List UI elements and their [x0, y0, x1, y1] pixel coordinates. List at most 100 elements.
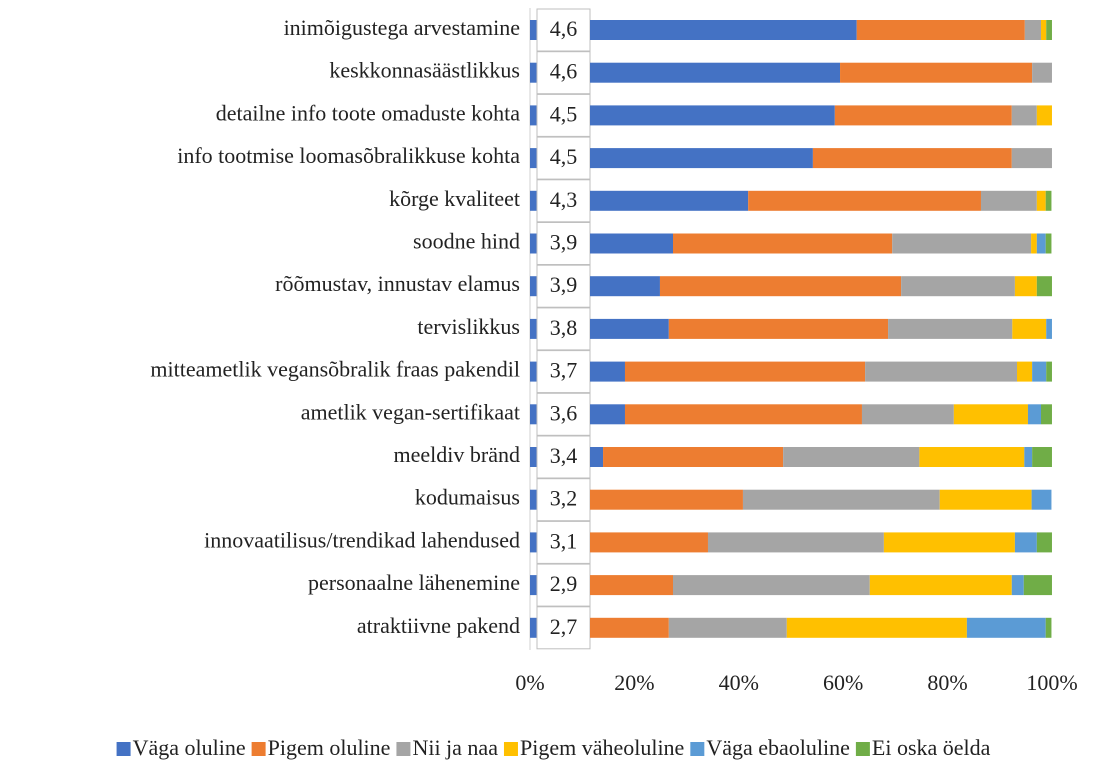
category-label: kodumaisus: [415, 485, 520, 510]
lead-bar: [530, 276, 537, 297]
category-label: tervislikkus: [417, 314, 520, 339]
bar-segment: [834, 105, 1012, 126]
average-label: 4,3: [550, 187, 578, 212]
bar-segment: [1036, 233, 1046, 254]
x-tick-label: 60%: [823, 670, 863, 695]
x-tick-label: 20%: [614, 670, 654, 695]
category-label: rõõmustav, innustav elamus: [275, 271, 520, 296]
bar-segment: [1036, 105, 1052, 126]
average-box: [536, 51, 591, 95]
average-box: [536, 606, 591, 650]
average-box: [536, 520, 591, 564]
bar-segment: [1011, 148, 1052, 169]
average-box: [536, 563, 591, 607]
average-label: 3,7: [550, 358, 578, 383]
x-tick-label: 0%: [515, 670, 544, 695]
bar-segment: [1032, 62, 1052, 83]
average-label: 4,5: [550, 101, 578, 126]
bar-segment: [966, 617, 1046, 638]
bar-segment: [672, 575, 870, 596]
category-label: mitteametlik vegansõbralik fraas pakendi…: [150, 357, 520, 382]
bar-segment: [590, 62, 841, 83]
bar-segment: [939, 489, 1032, 510]
average-label: 2,7: [550, 614, 578, 639]
bar-segment: [883, 532, 1015, 553]
lead-bar: [530, 532, 537, 553]
category-label: inimõigustega arvestamine: [284, 15, 520, 40]
average-box: [536, 222, 591, 265]
bar-segment: [742, 489, 940, 510]
bar-segment: [786, 617, 967, 638]
lead-bar: [530, 489, 537, 510]
bar-segment: [840, 62, 1033, 83]
bar-segment: [1023, 575, 1052, 596]
bar-segment: [1027, 404, 1042, 425]
average-box: [536, 350, 591, 394]
category-label: innovaatilisus/trendikad lahendused: [204, 527, 520, 552]
bar-segment: [856, 20, 1025, 40]
category-label: detailne info toote omaduste kohta: [216, 100, 520, 125]
legend-label: Väga ebaoluline: [706, 735, 850, 760]
bar-segment: [590, 233, 673, 254]
bar-segment: [919, 447, 1025, 467]
legend-marker: [116, 742, 131, 756]
bar-segment: [624, 404, 862, 425]
legend-label: Pigem väheoluline: [520, 735, 684, 760]
bar-segment: [869, 575, 1012, 596]
lead-bar: [530, 62, 537, 83]
bar-segment: [707, 532, 884, 553]
category-label: personaalne lähenemine: [308, 570, 520, 595]
legend-label: Pigem oluline: [268, 735, 391, 760]
bar-segment: [1012, 318, 1047, 339]
category-label: ametlik vegan-sertifikaat: [301, 399, 520, 424]
bar-segment: [1036, 190, 1046, 211]
average-label: 3,9: [550, 272, 578, 297]
bar-segment: [1014, 276, 1037, 297]
average-box: [536, 93, 591, 137]
bar-segment: [603, 447, 784, 467]
bar-segment: [1045, 233, 1052, 254]
average-label: 3,2: [550, 486, 578, 511]
bar-segment: [590, 575, 673, 596]
legend-marker: [396, 742, 411, 756]
lead-bar: [530, 361, 537, 382]
bar-segment: [980, 190, 1037, 211]
category-label: info tootmise loomasõbralikkuse kohta: [177, 143, 520, 168]
bar-segment: [1031, 233, 1037, 254]
bar-segment: [668, 617, 787, 638]
bar-segment: [590, 20, 857, 40]
lead-bar: [530, 105, 537, 126]
average-label: 3,6: [550, 400, 578, 425]
category-label: soodne hind: [413, 229, 520, 254]
legend-marker: [690, 742, 705, 756]
lead-bar: [530, 20, 537, 40]
bar-segment: [590, 276, 660, 297]
bar-segment: [1031, 489, 1052, 510]
bar-segment: [783, 447, 920, 467]
average-label: 3,1: [550, 528, 578, 553]
bar-segment: [861, 404, 954, 425]
bar-segment: [590, 361, 625, 382]
bar-segment: [748, 190, 981, 211]
bar-segment: [1014, 532, 1037, 553]
bar-segment: [1032, 361, 1047, 382]
legend-label: Ei oska öelda: [872, 735, 991, 760]
average-label: 4,5: [550, 144, 578, 169]
bar-segment: [668, 318, 889, 339]
bar-segment: [1032, 447, 1052, 467]
lead-bar: [530, 233, 537, 254]
legend-label: Nii ja naa: [412, 735, 498, 760]
lead-bar: [530, 404, 537, 425]
legend-label: Väga oluline: [133, 735, 246, 760]
bar-segment: [1011, 105, 1037, 126]
average-label: 4,6: [550, 59, 578, 84]
bar-segment: [590, 447, 604, 467]
average-label: 3,9: [550, 230, 578, 255]
category-label: keskkonnasäästlikkus: [329, 58, 520, 83]
x-tick-label: 100%: [1026, 670, 1077, 695]
legend-marker: [503, 742, 518, 756]
bar-segment: [590, 148, 813, 169]
bar-segment: [590, 404, 625, 425]
lead-bar: [530, 190, 537, 211]
